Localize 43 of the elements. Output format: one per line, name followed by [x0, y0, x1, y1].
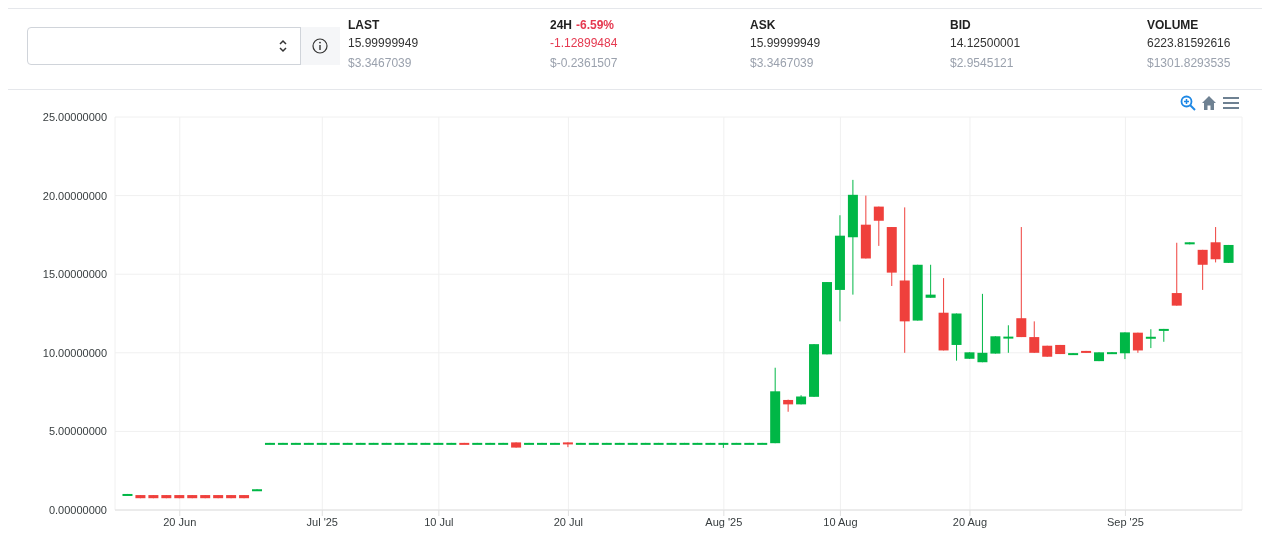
text: ASK [750, 18, 776, 32]
text: 15.99999949 [348, 36, 419, 50]
x-tick-label: Aug '25 [705, 515, 743, 528]
candlestick [1197, 249, 1208, 291]
text: 14.12500001 [950, 36, 1021, 50]
candlestick [977, 293, 988, 363]
candlestick [562, 441, 573, 448]
text: 24H [550, 18, 573, 32]
text: 6223.81592616 [1147, 36, 1231, 50]
text: 15.99999949 [750, 36, 821, 50]
text: $1301.8293535 [1147, 56, 1231, 70]
candlestick [1016, 226, 1027, 338]
x-tick-label: 20 Jun [163, 515, 197, 528]
x-tick-label: 20 Aug [952, 515, 988, 528]
y-tick-label: 5.00000000 [48, 425, 107, 438]
candlestick [1119, 331, 1130, 360]
x-tick-label: Jul '25 [306, 515, 338, 528]
text: $2.9545121 [950, 56, 1014, 70]
x-tick-label: 10 Jul [424, 515, 454, 528]
candlestick [1210, 226, 1221, 263]
y-tick-label: 25.00000000 [42, 110, 107, 123]
y-tick-label: 15.00000000 [42, 268, 107, 281]
candlestick [925, 264, 936, 299]
text: -1.12899484 [550, 36, 618, 50]
candlestick [1029, 320, 1040, 354]
text: BID [950, 18, 971, 32]
candlestick [1145, 328, 1156, 349]
x-tick-label: 10 Aug [823, 515, 858, 528]
text: VOLUME [1147, 18, 1199, 32]
text: $-0.2361507 [550, 56, 618, 70]
candlestick [873, 206, 884, 247]
text: LAST [348, 18, 380, 32]
x-tick-label: 20 Jul [553, 515, 584, 528]
candlestick [783, 399, 794, 413]
candlestick [1003, 324, 1014, 354]
text: $3.3467039 [348, 56, 412, 70]
x-tick-label: Sep '25 [1106, 515, 1144, 528]
y-tick-label: 10.00000000 [42, 346, 107, 359]
text: -6.59% [576, 18, 615, 32]
y-tick-label: 20.00000000 [42, 189, 107, 202]
text: $3.3467039 [750, 56, 814, 70]
candlestick [1171, 242, 1182, 307]
y-tick-label: 0.00000000 [48, 503, 107, 516]
